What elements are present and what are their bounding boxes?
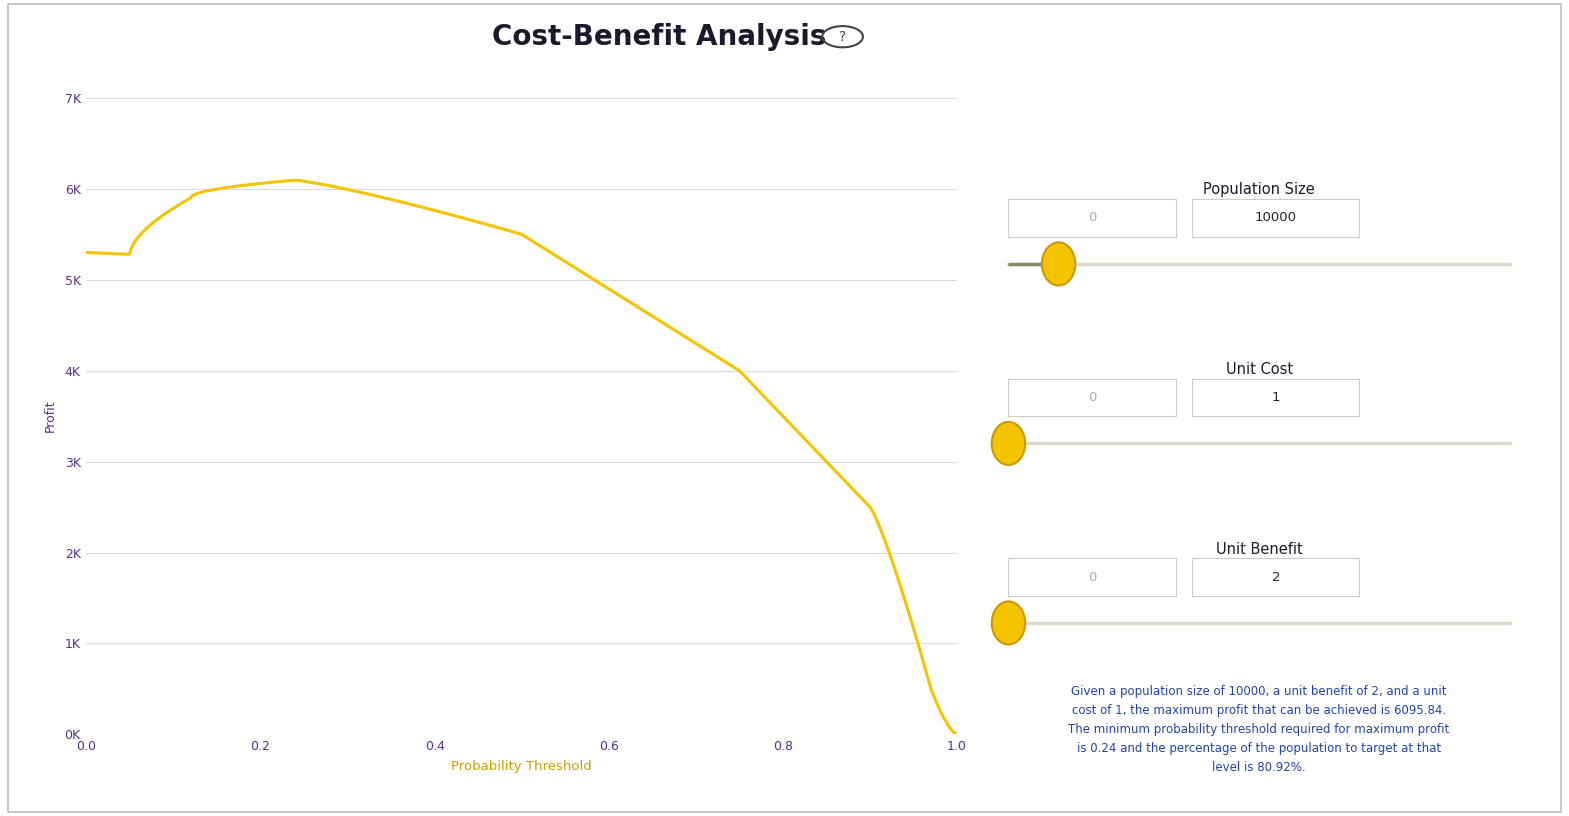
Circle shape (1042, 242, 1075, 286)
Text: ?: ? (839, 29, 846, 44)
Text: Unit Cost: Unit Cost (1225, 362, 1293, 377)
FancyBboxPatch shape (1192, 199, 1359, 237)
Text: Cost-Benefit Analysis: Cost-Benefit Analysis (491, 23, 827, 51)
Text: Unit Benefit: Unit Benefit (1216, 542, 1302, 557)
Circle shape (992, 601, 1025, 645)
FancyBboxPatch shape (1192, 558, 1359, 596)
Text: 0: 0 (1087, 391, 1097, 404)
Text: 0: 0 (1087, 211, 1097, 224)
Text: 2: 2 (1271, 570, 1280, 583)
FancyBboxPatch shape (1009, 558, 1175, 596)
Text: 1: 1 (1271, 391, 1280, 404)
FancyBboxPatch shape (1009, 199, 1175, 237)
Text: 0: 0 (1087, 570, 1097, 583)
Text: 10000: 10000 (1255, 211, 1298, 224)
X-axis label: Probability Threshold: Probability Threshold (452, 760, 592, 773)
Text: Population Size: Population Size (1203, 183, 1315, 197)
Y-axis label: Profit: Profit (44, 400, 56, 432)
Text: Given a population size of 10000, a unit benefit of 2, and a unit
cost of 1, the: Given a population size of 10000, a unit… (1068, 685, 1450, 774)
Circle shape (992, 422, 1025, 465)
FancyBboxPatch shape (1192, 379, 1359, 416)
FancyBboxPatch shape (1009, 379, 1175, 416)
